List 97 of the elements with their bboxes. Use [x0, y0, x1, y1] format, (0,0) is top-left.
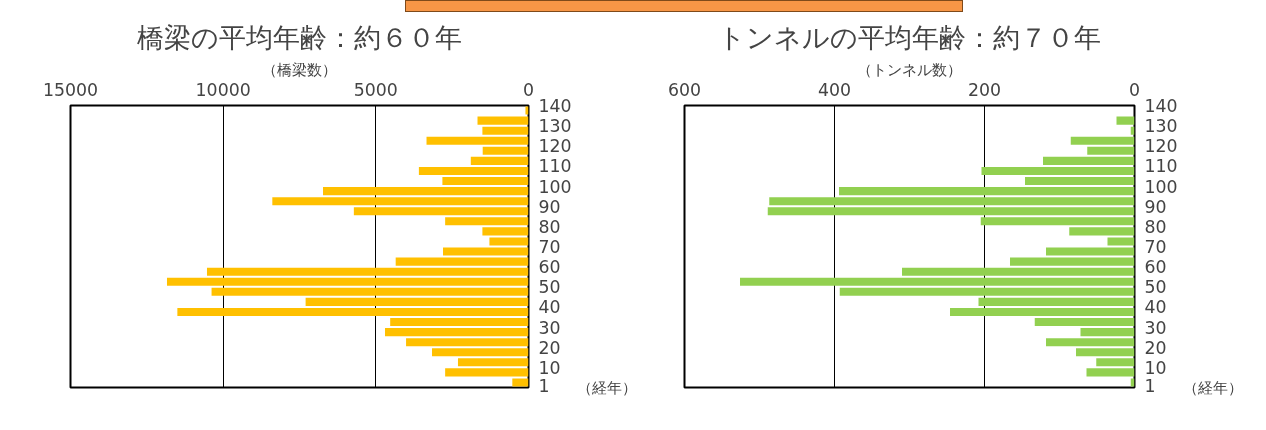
- bar: [432, 348, 529, 357]
- x-tick-label: 0: [522, 79, 535, 100]
- bar: [1046, 338, 1135, 347]
- y-tick-label: 100: [538, 176, 572, 197]
- y-tick-label: 20: [1144, 337, 1167, 358]
- y-tick-label: 50: [538, 277, 561, 298]
- bar: [272, 197, 529, 206]
- y-tick-label: 60: [1144, 257, 1167, 278]
- bar: [177, 307, 529, 316]
- x-axis-title: （橋梁数）: [262, 60, 337, 78]
- bar: [902, 267, 1135, 276]
- x-tick-label: 10000: [195, 79, 251, 100]
- y-tick-label: 140: [1144, 96, 1178, 116]
- bar: [1080, 328, 1135, 337]
- bar: [980, 217, 1135, 226]
- bar: [426, 136, 529, 145]
- bar: [482, 126, 529, 135]
- bar: [390, 318, 529, 327]
- bar: [206, 267, 529, 276]
- bar: [445, 217, 529, 226]
- y-tick-label: 80: [1144, 216, 1167, 237]
- bar: [442, 177, 529, 186]
- bar: [1087, 146, 1135, 155]
- chart-title: 橋梁の平均年齢：約６０年: [137, 21, 462, 53]
- bar: [457, 358, 529, 367]
- bar: [767, 207, 1135, 216]
- y-tick-label: 120: [538, 136, 572, 157]
- y-tick-label: 30: [538, 317, 561, 338]
- bar: [1034, 318, 1135, 327]
- y-tick-label: 90: [538, 196, 561, 217]
- y-tick-label: 140: [538, 96, 572, 116]
- bar: [839, 287, 1135, 296]
- bar: [839, 187, 1135, 196]
- bar: [477, 116, 529, 125]
- x-tick-label: 600: [667, 79, 702, 100]
- bar: [323, 187, 529, 196]
- y-axis-title: （経年）: [576, 379, 637, 396]
- x-axis-title: （トンネル数）: [857, 60, 962, 78]
- bar: [1046, 247, 1135, 256]
- bar: [1070, 136, 1135, 145]
- bar: [1069, 227, 1135, 236]
- x-tick-label: 5000: [353, 79, 398, 100]
- bar: [512, 378, 529, 387]
- bar: [482, 146, 529, 155]
- y-tick-label: 40: [538, 297, 561, 318]
- bar: [1116, 116, 1135, 125]
- bar: [981, 166, 1135, 175]
- x-tick-label: 200: [967, 79, 1002, 100]
- y-tick-label: 90: [1144, 196, 1167, 217]
- bar: [166, 277, 529, 286]
- y-tick-label: 1: [1144, 375, 1156, 396]
- y-tick-label: 50: [1144, 277, 1167, 298]
- bar: [1096, 358, 1135, 367]
- y-tick-label: 30: [1144, 317, 1167, 338]
- y-tick-label: 80: [538, 216, 561, 237]
- bar: [489, 237, 529, 246]
- y-tick-label: 130: [538, 116, 572, 137]
- y-axis-title: （経年）: [1182, 379, 1243, 396]
- bar: [482, 227, 529, 236]
- bar: [1043, 156, 1135, 165]
- bar: [950, 307, 1135, 316]
- bar: [445, 368, 529, 377]
- bar: [384, 328, 529, 337]
- bar: [1076, 348, 1135, 357]
- y-tick-label: 130: [1144, 116, 1178, 137]
- y-tick-label: 10: [1144, 357, 1167, 378]
- bar: [353, 207, 529, 216]
- bar: [1010, 257, 1135, 266]
- y-tick-label: 70: [538, 237, 561, 257]
- y-tick-label: 60: [538, 257, 561, 278]
- x-tick-label: 400: [817, 79, 852, 100]
- bar: [525, 106, 529, 115]
- y-tick-label: 100: [1144, 176, 1178, 197]
- chart-title: トンネルの平均年齢：約７０年: [718, 21, 1101, 53]
- y-tick-label: 120: [1144, 136, 1178, 157]
- bar: [395, 257, 529, 266]
- bar: [443, 247, 529, 256]
- bar: [1025, 177, 1135, 186]
- y-tick-label: 110: [1144, 156, 1178, 177]
- bar: [305, 297, 529, 306]
- x-tick-label: 0: [1128, 79, 1141, 100]
- bar: [211, 287, 529, 296]
- y-tick-label: 70: [1144, 237, 1167, 257]
- bar: [978, 297, 1135, 306]
- bar: [1107, 237, 1135, 246]
- y-tick-label: 10: [538, 357, 561, 378]
- bar: [470, 156, 529, 165]
- y-tick-label: 40: [1144, 297, 1167, 318]
- y-tick-label: 1: [538, 375, 550, 396]
- x-tick-label: 15000: [42, 79, 99, 100]
- y-tick-label: 20: [538, 337, 561, 358]
- bar: [418, 166, 529, 175]
- bar: [1086, 368, 1135, 377]
- bar: [769, 197, 1135, 206]
- y-tick-label: 110: [538, 156, 572, 177]
- bar: [740, 277, 1135, 286]
- bar: [406, 338, 529, 347]
